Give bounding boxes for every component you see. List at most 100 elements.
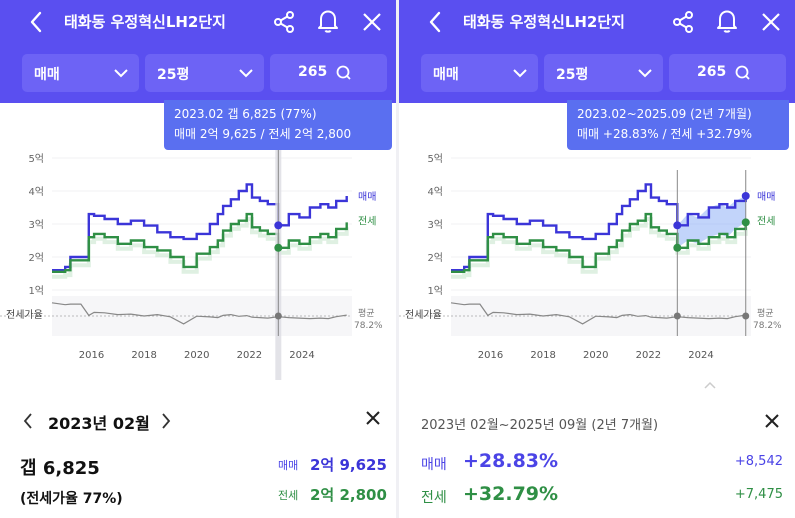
avg-label: 평균 [757, 308, 774, 319]
jeonse-change-pct: +32.79% [463, 483, 559, 505]
size-value: 25평 [157, 67, 190, 83]
range-tooltip: 2023.02~2025.09 (2년 7개월) 매매 +28.83% / 전세… [567, 100, 789, 150]
trade-label: 매매 [421, 457, 447, 473]
trade-range-point [673, 221, 682, 230]
period-title: 2023년 02월 [48, 414, 150, 433]
price-chart[interactable]: 5억 4억 3억 2억 1억 2016 2018 2020 2022 2024 전세가율 매매전세평균… [0, 150, 396, 380]
prev-month-button[interactable] [22, 409, 38, 433]
trade-change-amount: +8,542 [734, 454, 783, 469]
detail-panel: 2023년 02월 갭 6,825 (전세가율 77%) 매매 2억 9,625… [0, 395, 396, 518]
legend-jeonse: 전세 [358, 215, 376, 227]
y-tick-label: 5억 [427, 153, 443, 165]
rate-line [450, 302, 746, 325]
size-value: 25평 [556, 67, 589, 83]
household-count-value: 265 [298, 64, 328, 80]
y-tick-label: 2억 [28, 252, 44, 264]
price-chart-range[interactable]: 5억 4억 3억 2억 1억 2016 2018 2020 2022 2024 전세가율 매매전세평균… [399, 150, 795, 380]
x-tick-label: 2020 [583, 350, 608, 361]
rate-label: 전세가율 [6, 309, 43, 321]
close-icon [363, 13, 381, 31]
jeonse-series-line [451, 212, 747, 273]
share-button[interactable] [669, 8, 697, 36]
x-tick-label: 2016 [478, 350, 503, 361]
share-button[interactable] [270, 8, 298, 36]
detail-close-button[interactable] [763, 412, 785, 434]
back-button[interactable] [22, 8, 50, 36]
household-count-button[interactable]: 265 [270, 54, 387, 92]
trade-range-point [741, 191, 750, 200]
panel-right: 태화동 우정혁신LH2단지 매매 25평 265 2023.02~2025.09… [399, 0, 795, 518]
rate-range-point [742, 312, 750, 320]
x-tick-label: 2018 [131, 350, 156, 361]
chevron-down-icon [239, 69, 253, 78]
y-tick-label: 3억 [28, 219, 44, 231]
chevron-up-icon[interactable] [703, 380, 717, 390]
tooltip-line-1: 2023.02 갭 6,825 (77%) [174, 107, 317, 121]
x-tick-label: 2018 [530, 350, 555, 361]
household-count-button[interactable]: 265 [669, 54, 786, 92]
chart-tooltip: 2023.02 갭 6,825 (77%) 매매 2억 9,625 / 전세 2… [164, 100, 392, 150]
legend-trade: 매매 [757, 191, 775, 203]
notification-button[interactable] [713, 7, 741, 35]
chevron-down-icon [638, 69, 652, 78]
trade-type-value: 매매 [433, 67, 459, 83]
x-tick-label: 2022 [636, 350, 661, 361]
size-select[interactable]: 25평 [145, 54, 264, 92]
range-fill [677, 196, 746, 248]
trade-label: 매매 [278, 459, 299, 472]
title-row: 태화동 우정혁신LH2단지 [0, 0, 396, 44]
jeonse-range-point [741, 218, 750, 227]
rate-cursor-point [274, 312, 282, 320]
y-tick-label: 3억 [427, 219, 443, 231]
x-tick-label: 2024 [289, 350, 314, 361]
rate-label: 전세가율 [405, 309, 442, 321]
jeonse-label: 전세 [421, 490, 447, 506]
title-row: 태화동 우정혁신LH2단지 [399, 0, 795, 44]
search-icon [336, 65, 351, 80]
avg-rate-value: 78.2% [354, 321, 383, 331]
header: 태화동 우정혁신LH2단지 매매 25평 265 [399, 0, 795, 103]
rate-range-point [673, 312, 681, 320]
tooltip-line-2: 매매 +28.83% / 전세 +32.79% [577, 127, 753, 141]
next-month-button[interactable] [160, 409, 176, 433]
trade-price: 2억 9,625 [310, 456, 387, 474]
chevron-left-icon [30, 11, 42, 33]
close-button[interactable] [757, 8, 785, 36]
y-tick-label: 4억 [28, 186, 44, 198]
jeonse-range-shadow [52, 217, 349, 279]
x-tick-label: 2022 [237, 350, 262, 361]
avg-label: 평균 [358, 308, 375, 319]
tooltip-line-1: 2023.02~2025.09 (2년 7개월) [577, 107, 752, 121]
household-count-value: 265 [697, 64, 727, 80]
trade-type-select[interactable]: 매매 [421, 54, 538, 92]
size-select[interactable]: 25평 [544, 54, 663, 92]
y-tick-label: 1억 [28, 285, 44, 297]
range-detail-panel: 2023년 02월~2025년 09월 (2년 7개월) 매매 +28.83% … [399, 395, 795, 518]
header: 태화동 우정혁신LH2단지 매매 25평 265 [0, 0, 396, 103]
search-icon [735, 65, 750, 80]
back-button[interactable] [421, 8, 449, 36]
y-tick-label: 4억 [427, 186, 443, 198]
y-tick-label: 2억 [427, 252, 443, 264]
notification-button[interactable] [314, 7, 342, 35]
close-button[interactable] [358, 8, 386, 36]
close-icon [762, 13, 780, 31]
range-title: 2023년 02월~2025년 09월 (2년 7개월) [421, 418, 659, 433]
page-title: 태화동 우정혁신LH2단지 [463, 13, 625, 31]
legend-trade: 매매 [358, 191, 376, 203]
jeonse-cursor-point [274, 243, 283, 252]
x-tick-label: 2024 [688, 350, 713, 361]
chevron-left-icon [23, 413, 32, 429]
tooltip-line-2: 매매 2억 9,625 / 전세 2억 2,800 [174, 127, 352, 141]
legend-jeonse: 전세 [757, 215, 775, 227]
close-icon [765, 414, 779, 428]
bell-icon [318, 10, 338, 33]
close-icon [366, 411, 380, 425]
rate-line [51, 302, 347, 325]
detail-close-button[interactable] [364, 409, 386, 431]
avg-rate-value: 78.2% [753, 321, 782, 331]
trade-type-select[interactable]: 매매 [22, 54, 139, 92]
x-tick-label: 2016 [79, 350, 104, 361]
trade-type-value: 매매 [34, 67, 60, 83]
share-icon [274, 11, 294, 33]
